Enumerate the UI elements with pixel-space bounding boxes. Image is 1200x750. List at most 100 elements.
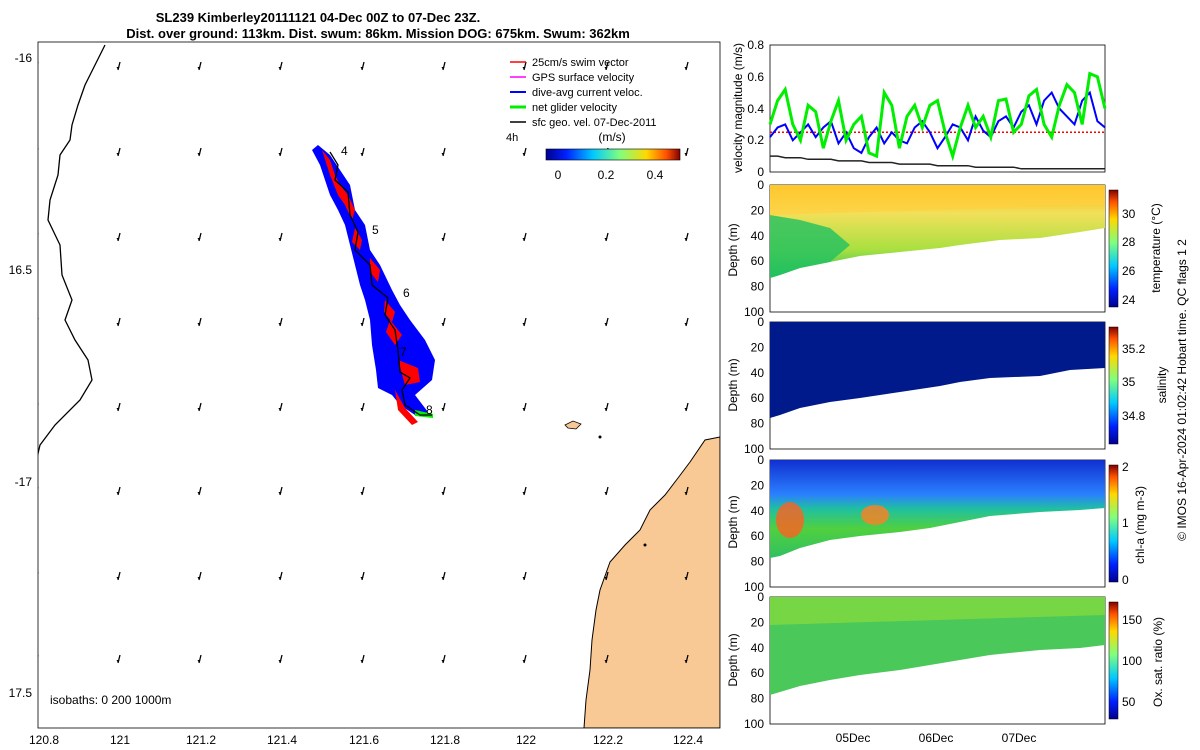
geo-arrow-head <box>684 577 688 580</box>
colorbar-tick: 50 <box>1122 695 1136 709</box>
geo-arrow-head <box>278 153 282 156</box>
geo-arrow-head <box>35 238 38 241</box>
y-tick: 0.4 <box>747 102 764 116</box>
time-tick: 07Dec <box>1002 731 1037 745</box>
geo-arrow-head <box>116 492 120 495</box>
geo-arrow-head <box>522 323 526 326</box>
geo-arrow-head <box>604 492 608 495</box>
geo-arrow-head <box>278 67 282 70</box>
geo-arrow-head <box>522 660 526 663</box>
depth-tick: 20 <box>751 478 765 492</box>
time-tick: 05Dec <box>836 731 871 745</box>
temperature-ylabel: Depth (m) <box>726 223 740 276</box>
oxygen-colorbar <box>1108 601 1119 720</box>
geo-arrow-head <box>197 408 201 411</box>
map-x-ticks: 120.8 121 121.2 121.4 121.6 121.8 122 12… <box>29 733 703 747</box>
geo-arrow-head <box>197 660 201 663</box>
legend-geo: sfc geo. vel. 07-Dec-2011 <box>532 117 657 129</box>
geo-arrow-head <box>441 408 445 411</box>
geo-arrow-head <box>604 238 608 241</box>
y-tick: 0.6 <box>747 70 764 84</box>
depth-tick: 40 <box>751 641 765 655</box>
colorbar-tick: 150 <box>1122 613 1142 627</box>
geo-arrow-head <box>116 408 120 411</box>
geo-arrow-head <box>278 577 282 580</box>
depth-tick: 100 <box>744 580 764 594</box>
geo-arrow-head <box>197 323 201 326</box>
depth-tick: 0 <box>757 590 764 604</box>
velocity-y-ticks: 0 0.2 0.4 0.6 0.8 <box>747 38 764 179</box>
geo-arrow-head <box>684 153 688 156</box>
geo-arrow-head <box>278 323 282 326</box>
time-tick: 06Dec <box>919 731 954 745</box>
geo-arrow-head <box>522 153 526 156</box>
depth-tick: 0 <box>757 453 764 467</box>
geo-arrow-head <box>604 660 608 663</box>
y-tick: 0.2 <box>747 133 764 147</box>
title-line-1: SL239 Kimberley20111121 04-Dec 00Z to 07… <box>156 10 480 25</box>
geo-arrow-head <box>35 660 38 663</box>
colorbar-tick: 100 <box>1122 654 1142 668</box>
geo-arrow-head <box>684 408 688 411</box>
colorbar-tick: 34.8 <box>1122 409 1146 423</box>
geo-arrow-head <box>116 323 120 326</box>
geo-arrow-head <box>360 660 364 663</box>
colorbar-tick: 0.2 <box>598 168 615 182</box>
geo-arrow-head <box>684 67 688 70</box>
geo-arrow-head <box>684 660 688 663</box>
depth-tick: 20 <box>751 615 765 629</box>
colorbar-tick: 0.4 <box>647 168 664 182</box>
geo-arrow-head <box>278 660 282 663</box>
isobaths-label: isobaths: 0 200 1000m <box>50 693 171 707</box>
depth-tick: 100 <box>744 442 764 456</box>
geo-arrow-head <box>441 492 445 495</box>
colorbar-tick: 35.2 <box>1122 342 1146 356</box>
geo-arrow-head <box>197 67 201 70</box>
legend-gps: GPS surface velocity <box>532 72 635 84</box>
x-tick: 121.6 <box>349 733 379 747</box>
geo-arrow-head <box>35 153 38 156</box>
temperature-label: temperature (°C) <box>1149 203 1163 293</box>
day-label: 4 <box>341 144 348 158</box>
geo-arrow-head <box>116 238 120 241</box>
depth-tick: 0 <box>757 315 764 329</box>
depth-tick: 60 <box>751 529 765 543</box>
geo-arrow-head <box>360 153 364 156</box>
y-tick: -16 <box>15 51 33 65</box>
depth-tick: 20 <box>751 203 765 217</box>
depth-tick: 40 <box>751 504 765 518</box>
geo-arrow-head <box>116 153 120 156</box>
x-tick: 121.4 <box>267 733 297 747</box>
geo-arrow-head <box>604 408 608 411</box>
geo-arrow-head <box>522 492 526 495</box>
salinity-panel: 0 20 40 60 80 100 Depth (m) 34.8 35 35.2 sali… <box>726 315 1169 456</box>
velocity-lines <box>768 71 1107 170</box>
geo-arrow-head <box>684 238 688 241</box>
map-frame <box>37 41 721 729</box>
land-mass <box>583 436 720 728</box>
island <box>598 435 602 439</box>
map-panel: 4 5 6 7 8 isobaths: 0 200 1000m 25cm/s s… <box>35 42 720 728</box>
x-tick: 121.8 <box>430 733 460 747</box>
geo-arrow-head <box>522 67 526 70</box>
colorbar-tick: 30 <box>1122 207 1136 221</box>
legend-swim: 25cm/s swim vector <box>532 57 629 69</box>
geo-arrow-head <box>684 492 688 495</box>
legend-net: net glider velocity <box>532 102 617 114</box>
colorbar-tick: 35 <box>1122 375 1136 389</box>
temperature-colorbar <box>1108 189 1119 308</box>
geo-arrow-head <box>522 577 526 580</box>
colorbar-tick: 1 <box>1122 516 1129 530</box>
legend-dive: dive-avg current veloc. <box>532 87 643 99</box>
chl-maximum <box>776 502 804 538</box>
salinity-colorbar <box>1108 326 1119 445</box>
x-tick: 121 <box>110 733 130 747</box>
salinity-ylabel: Depth (m) <box>726 358 740 411</box>
y-tick: 0 <box>757 165 764 179</box>
geo-arrow-head <box>197 577 201 580</box>
geo-arrow-head <box>35 323 38 326</box>
geo-arrow-head <box>441 577 445 580</box>
island <box>643 543 647 547</box>
depth-tick: 80 <box>751 692 765 706</box>
x-tick: 122.2 <box>593 733 623 747</box>
